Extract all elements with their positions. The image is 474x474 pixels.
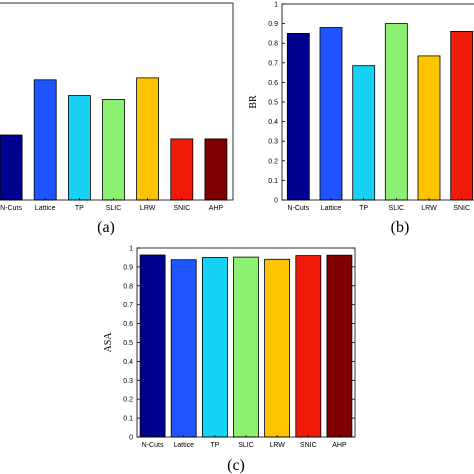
bar-lrw — [417, 55, 441, 201]
bar-lattice — [319, 27, 343, 201]
y-axis-label: ASA — [103, 332, 114, 353]
y-tick-label: 0.1 — [123, 416, 133, 423]
bar-snic — [295, 255, 322, 438]
bar-slic — [233, 256, 259, 438]
bar-lrw — [136, 77, 160, 201]
plot-frame — [0, 2, 234, 201]
x-tick-label: LRW — [140, 205, 156, 212]
bar-tp — [68, 95, 91, 201]
x-tick-label: N-Cuts — [287, 205, 309, 212]
y-tick-label: 0.4 — [268, 119, 278, 126]
y-tick-label: 1 — [129, 246, 133, 253]
chart-panel-1: N-Cuts Lattice TP SLIC LRW SNIC AHP (a) — [0, 2, 234, 236]
y-tick-label: 0.3 — [268, 139, 278, 146]
bar-n-cuts — [0, 134, 23, 201]
x-tick-label: SNIC — [453, 205, 470, 212]
bar-lattice — [170, 259, 197, 438]
y-tick-label: 0 — [274, 198, 278, 205]
y-tick-label: 0.7 — [123, 302, 133, 309]
y-axis-label: BR — [248, 95, 259, 109]
bar-slic — [384, 23, 408, 201]
y-tick-label: 0.9 — [268, 21, 278, 28]
panel-label: (c) — [227, 457, 245, 474]
x-tick-label: SNIC — [173, 205, 190, 212]
y-tick-label: 0.8 — [123, 283, 133, 290]
chart-panel-2: N-Cuts Lattice TP SLIC LRW SNIC 0 0.1 0.2 0.3 0.4 0… — [248, 2, 474, 236]
x-tick-label: AHP — [209, 205, 224, 212]
x-tick-label: Lattice — [321, 205, 342, 212]
panel-label: (b) — [391, 219, 410, 236]
y-tick-label: 0 — [129, 435, 133, 442]
x-tick-label: SNIC — [300, 442, 317, 449]
bar-snic — [170, 138, 194, 201]
bar-ahp — [204, 138, 228, 201]
x-tick-label: N-Cuts — [142, 442, 164, 449]
bar-tp — [352, 65, 376, 201]
y-tick-label: 0.8 — [268, 41, 278, 48]
panel-label: (a) — [97, 219, 115, 236]
bar-ahp — [326, 254, 353, 438]
plot-frame — [281, 3, 474, 201]
x-tick-label: SLIC — [389, 205, 405, 212]
x-tick-label: AHP — [332, 442, 347, 449]
y-tick-label: 0.1 — [268, 178, 278, 185]
y-tick-label: 0.5 — [268, 100, 278, 107]
y-tick-label: 0.5 — [123, 340, 133, 347]
x-tick-label: N-Cuts — [0, 205, 22, 212]
y-tick-label: 0.2 — [123, 397, 133, 404]
bar-lattice — [33, 79, 57, 201]
y-tick-label: 0.4 — [123, 359, 133, 366]
bar-slic — [102, 99, 125, 201]
x-tick-label: TP — [359, 205, 368, 212]
x-tick-label: SLIC — [238, 442, 254, 449]
bar-snic — [450, 30, 474, 201]
x-tick-label: Lattice — [173, 442, 194, 449]
bar-n-cuts — [139, 254, 166, 438]
y-tick-label: 0.6 — [123, 321, 133, 328]
bar-lrw — [264, 258, 291, 438]
y-tick-label: 0.7 — [268, 60, 278, 67]
chart-panel-3: N-Cuts Lattice TP SLIC LRW SNIC AHP 0 0.1 0.2 0.3 0… — [103, 246, 356, 474]
y-tick-label: 1 — [274, 2, 278, 9]
x-tick-label: LRW — [421, 205, 437, 212]
x-tick-label: TP — [210, 442, 219, 449]
x-tick-label: Lattice — [35, 205, 56, 212]
x-tick-label: LRW — [269, 442, 285, 449]
y-tick-label: 0.6 — [268, 80, 278, 87]
bar-n-cuts — [286, 33, 310, 201]
y-tick-label: 0.2 — [268, 158, 278, 165]
y-tick-label: 0.3 — [123, 378, 133, 385]
x-tick-label: TP — [75, 205, 84, 212]
x-tick-label: SLIC — [106, 205, 122, 212]
y-tick-label: 0.9 — [123, 264, 133, 271]
bar-tp — [201, 257, 228, 438]
